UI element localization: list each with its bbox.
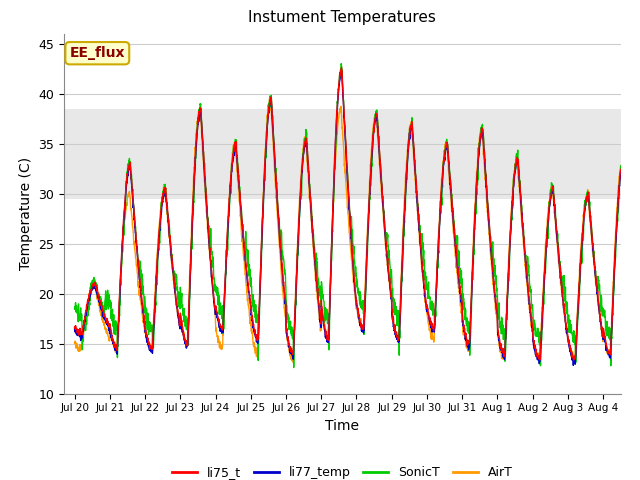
Y-axis label: Temperature (C): Temperature (C) [19,157,33,270]
X-axis label: Time: Time [325,419,360,433]
Legend: li75_t, li77_temp, SonicT, AirT: li75_t, li77_temp, SonicT, AirT [167,461,518,480]
Title: Instument Temperatures: Instument Temperatures [248,11,436,25]
Bar [64,108,621,199]
Text: EE_flux: EE_flux [70,46,125,60]
